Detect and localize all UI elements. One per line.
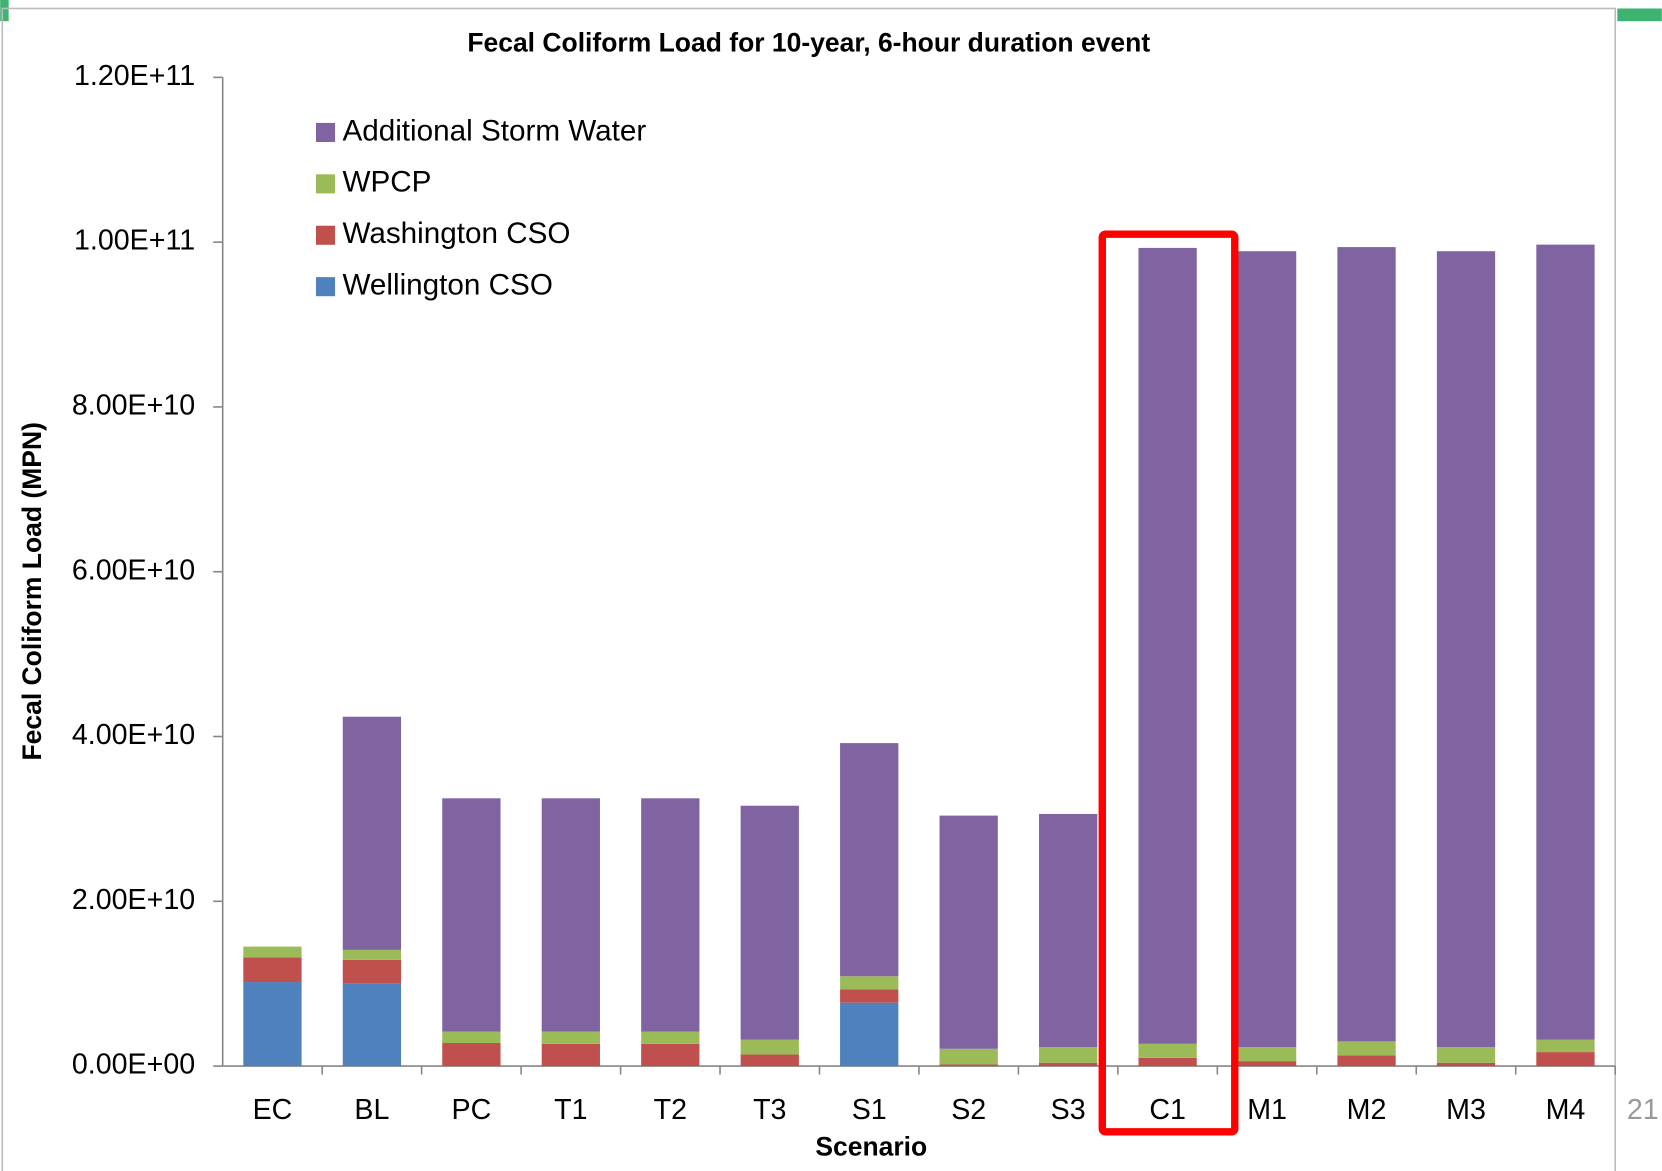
bar-segment [1337,1041,1396,1056]
bar-segment [840,1002,899,1067]
x-tick-label: C1 [1149,1094,1186,1126]
x-tick-label: T3 [753,1094,786,1126]
bar-segment [1237,1047,1297,1062]
bar-segment [641,798,700,1032]
x-tick-label: PC [451,1094,491,1126]
y-tick-label: 1.20E+11 [74,60,195,92]
legend-swatch [315,277,336,297]
x-tick-label: T2 [654,1094,687,1126]
bar-segment [840,976,899,990]
bar-segment [243,946,302,958]
slide-accent [0,0,9,22]
bar-segment [541,798,600,1032]
y-tick-label: 0.00E+00 [72,1049,195,1081]
x-tick-label: BL [354,1094,389,1126]
bar-segment [541,1043,600,1067]
bar-segment [342,983,402,1067]
bar-segment [1138,247,1197,1044]
chart-title: Fecal Coliform Load for 10-year, 6-hour … [467,28,1150,58]
bar-segment [939,1064,998,1067]
bar-segment [1039,813,1098,1048]
bar-segment [1536,244,1595,1040]
y-axis-title: Fecal Coliform Load (MPN) [17,422,47,760]
bar-segment [442,1031,501,1044]
bar-segment [1436,1062,1496,1067]
legend-swatch [315,225,336,245]
bar-segment [641,1031,700,1044]
legend-label: WPCP [342,166,431,199]
bar-segment [641,1043,700,1067]
bar-segment [342,959,402,984]
legend-swatch [315,174,336,194]
bar-segment [1237,1061,1297,1067]
bar-segment [740,1039,799,1055]
bar-segment [939,815,998,1049]
bar-segment [740,1054,799,1067]
bar-segment [1337,247,1396,1042]
x-tick-label: EC [253,1094,293,1126]
x-tick-label: S1 [852,1094,887,1126]
x-axis-title: Scenario [815,1132,927,1162]
bar-segment [1536,1052,1595,1067]
bar-segment [1536,1039,1595,1053]
legend-label: Additional Storm Water [342,114,646,147]
bar-segment [442,798,501,1032]
page-number: 21 [1627,1094,1659,1126]
legend-label: Washington CSO [342,217,570,250]
slide-accent [1617,8,1662,22]
y-tick-label: 4.00E+10 [72,719,195,751]
bar-segment [1039,1062,1098,1067]
x-tick-label: M3 [1446,1094,1486,1126]
y-tick-label: 8.00E+10 [72,389,195,421]
bar-segment [541,1031,600,1044]
bar-segment [243,957,302,983]
bar-segment [740,805,799,1040]
plot: 0.00E+00 2.00E+10 4.00E+10 6.00E+10 8.00E+10… [72,60,1616,1126]
legend-label: Wellington CSO [342,269,552,302]
bar-segment [840,743,899,977]
bar-segment [342,949,402,960]
bar-segment [342,716,402,950]
bar-segment [1138,1043,1197,1058]
bar-segment [1337,1055,1396,1067]
bar-segment [1039,1047,1098,1063]
chart-frame [1,7,1616,1171]
bar-segment [1138,1057,1197,1067]
legend-swatch [315,122,336,143]
y-tick-label: 6.00E+10 [72,554,195,586]
x-tick-label: M4 [1546,1094,1586,1126]
bar-segment [243,982,302,1067]
bar-segment [1436,1047,1496,1063]
bar-segment [1436,251,1496,1048]
x-tick-label: T1 [554,1094,587,1126]
x-tick-label: M1 [1247,1094,1287,1126]
bar-segment [1237,251,1297,1048]
bar-segment [939,1048,998,1065]
x-tick-label: S3 [1051,1094,1086,1126]
x-tick-label: M2 [1347,1094,1387,1126]
bar-segment [442,1043,501,1067]
x-tick-label: S2 [951,1094,986,1126]
y-tick-label: 2.00E+10 [72,884,195,916]
y-tick-label: 1.00E+11 [74,225,195,257]
bar-segment [840,989,899,1003]
highlight-box [1098,230,1239,1136]
